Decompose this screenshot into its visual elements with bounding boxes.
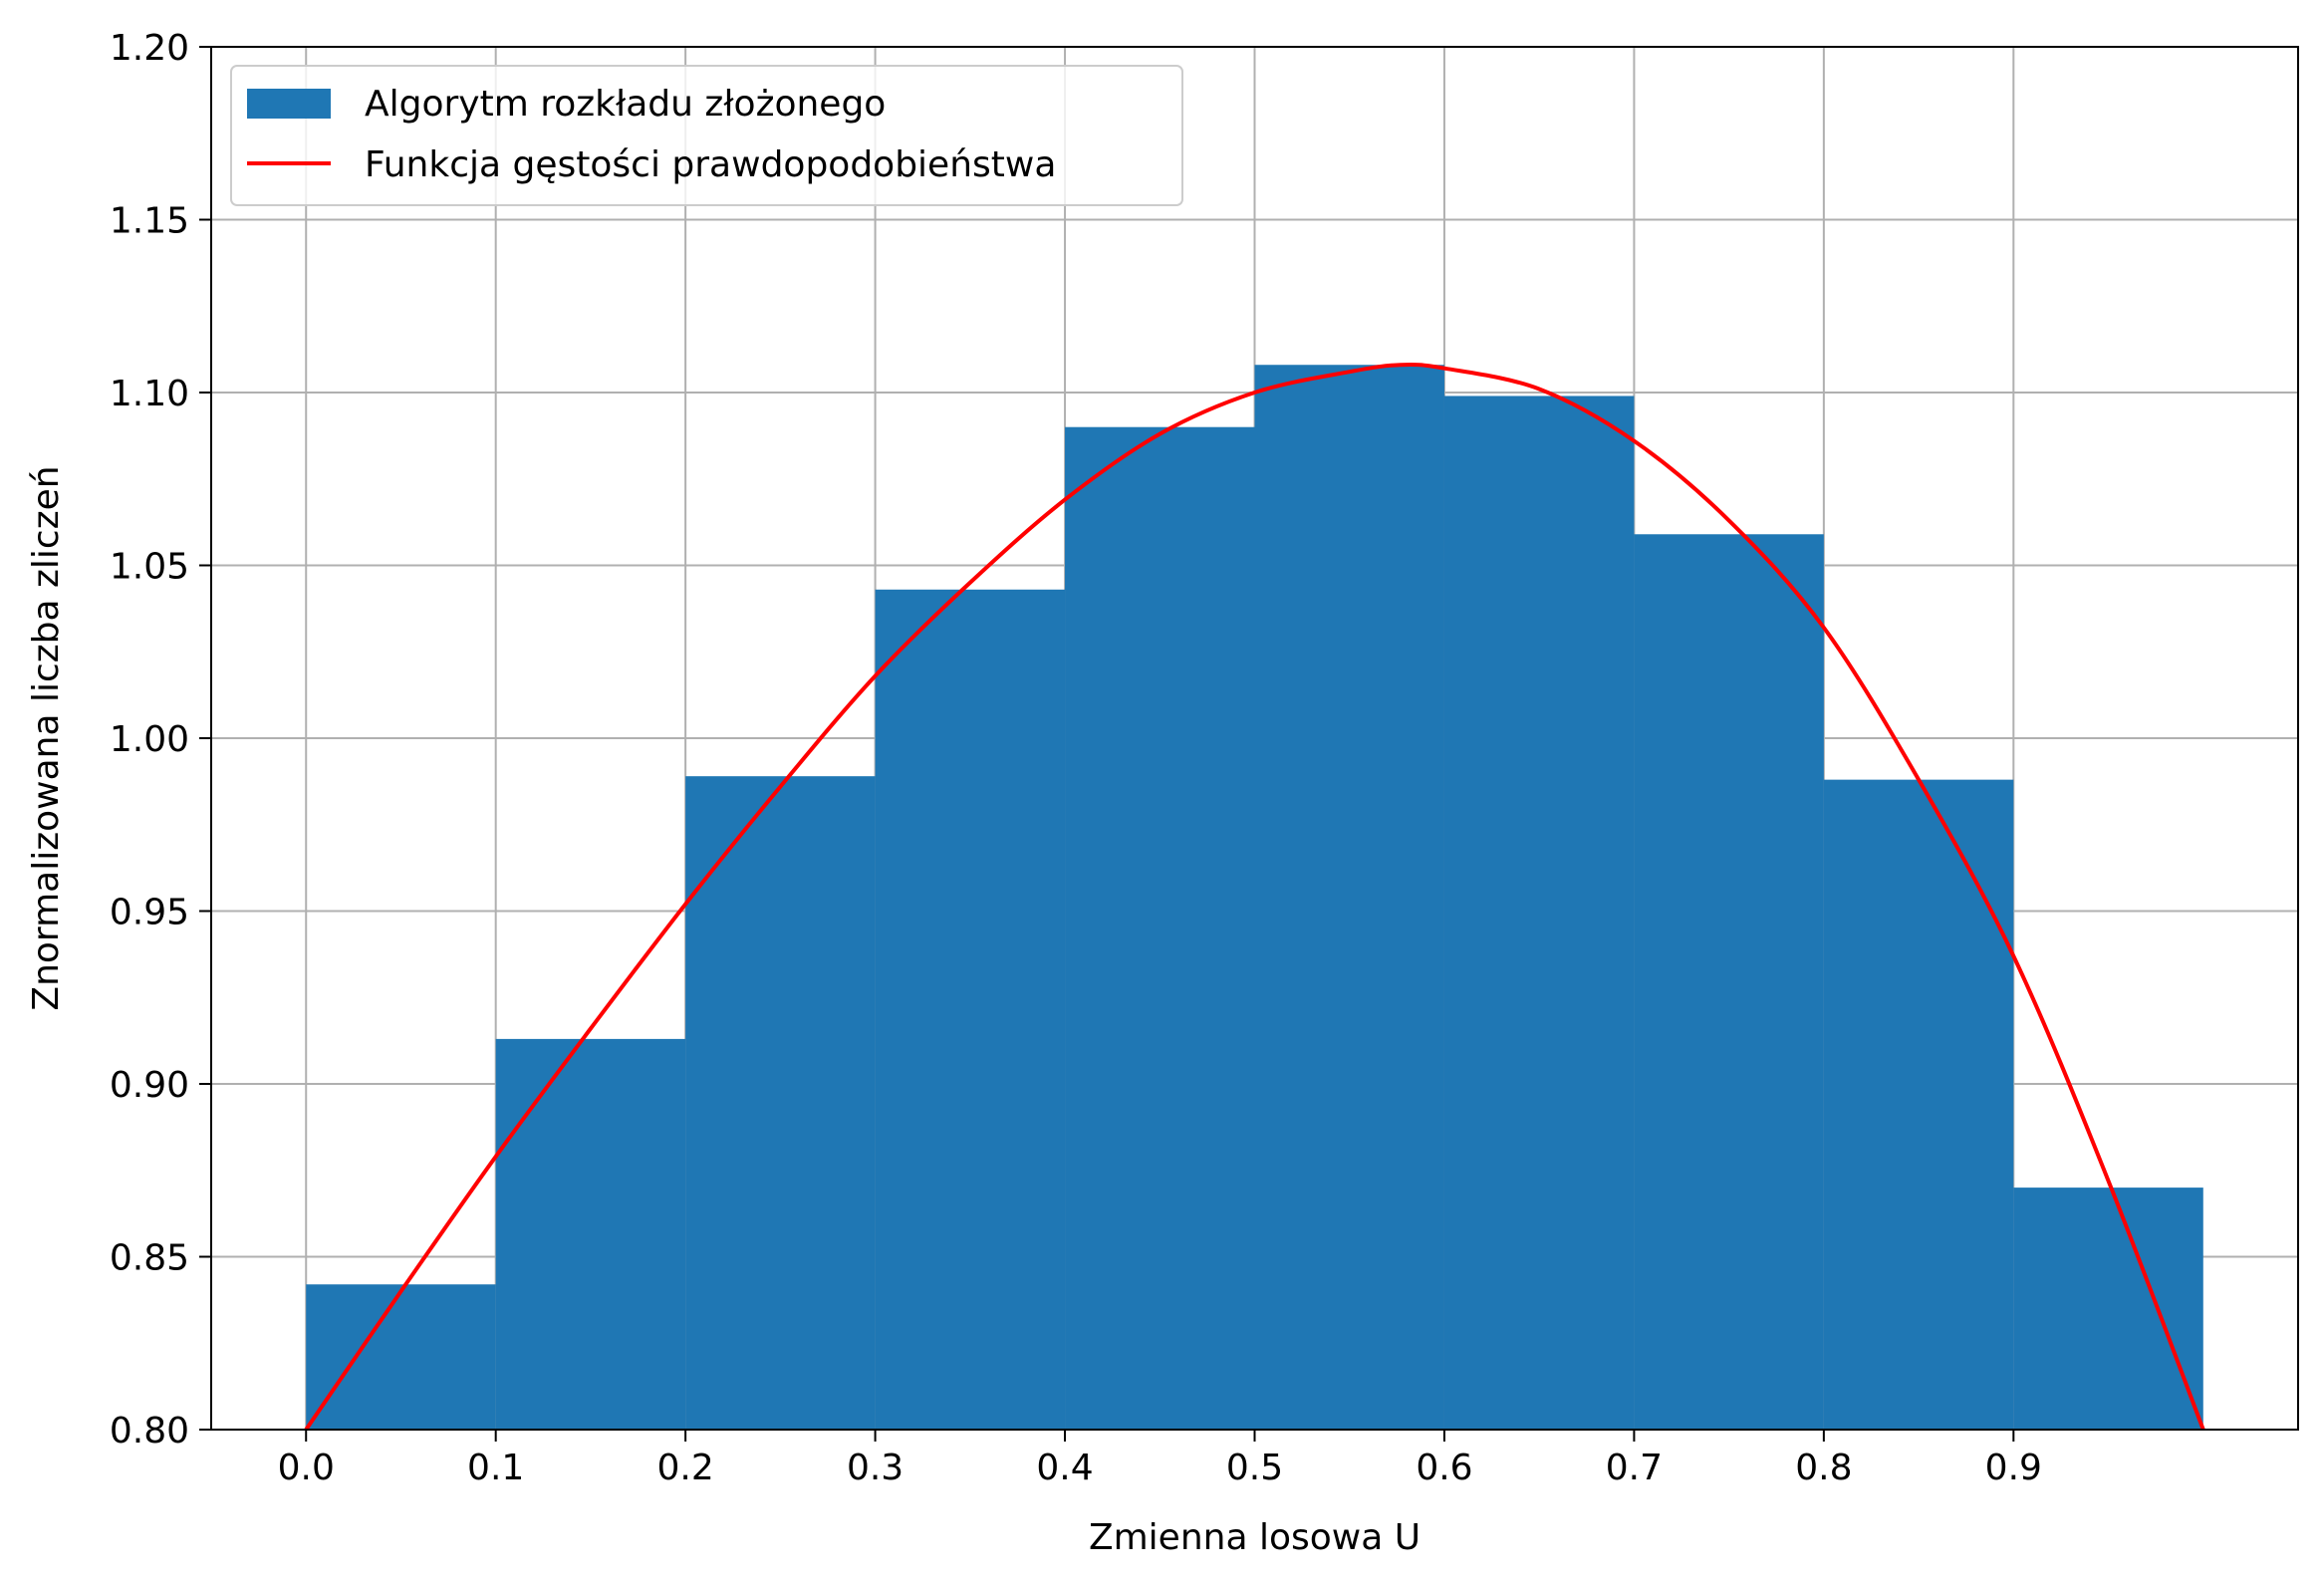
y-axis-label: Znormalizowana liczba zliczeń bbox=[26, 465, 67, 1010]
x-tick-label: 0.4 bbox=[1036, 1448, 1093, 1488]
y-tick-label: 1.05 bbox=[110, 547, 189, 588]
x-tick-label: 0.9 bbox=[1985, 1448, 2042, 1488]
histogram-bar bbox=[685, 776, 876, 1430]
legend-label-pdf: Funkcja gęstości prawdopodobieństwa bbox=[365, 144, 1056, 185]
pdf-curve-layer bbox=[304, 362, 2205, 1432]
x-axis-label: Zmienna losowa U bbox=[1089, 1517, 1420, 1558]
pdf-curve bbox=[304, 362, 2205, 1432]
x-tick-label: 0.6 bbox=[1416, 1448, 1472, 1488]
y-tick-label: 1.00 bbox=[110, 719, 189, 760]
x-tick-label: 0.3 bbox=[847, 1448, 904, 1488]
x-tick-label: 0.0 bbox=[278, 1448, 335, 1488]
y-tick-label: 0.85 bbox=[110, 1238, 189, 1279]
y-tick-label: 1.10 bbox=[110, 374, 189, 414]
y-tick-label: 1.20 bbox=[110, 28, 189, 69]
legend-patch-histogram bbox=[247, 89, 331, 119]
legend-label-histogram: Algorytm rozkładu złożonego bbox=[365, 84, 886, 125]
x-tick-label: 0.1 bbox=[467, 1448, 524, 1488]
y-tick-label: 1.15 bbox=[110, 201, 189, 242]
legend-box bbox=[230, 65, 1183, 206]
histogram-bar bbox=[1254, 365, 1444, 1430]
histogram-bar bbox=[306, 1284, 496, 1430]
histogram-bar bbox=[1443, 396, 1635, 1431]
histogram-bar bbox=[1823, 779, 2014, 1430]
y-tick-label: 0.80 bbox=[110, 1411, 189, 1452]
x-tick-label: 0.7 bbox=[1606, 1448, 1663, 1488]
histogram-bar bbox=[875, 589, 1066, 1430]
histogram-bars bbox=[306, 365, 2203, 1431]
x-tick-label: 0.8 bbox=[1795, 1448, 1852, 1488]
histogram-bar bbox=[495, 1038, 686, 1430]
y-tick-label: 0.90 bbox=[110, 1065, 189, 1106]
x-tick-label: 0.5 bbox=[1226, 1448, 1283, 1488]
y-tick-label: 0.95 bbox=[110, 893, 189, 933]
legend: Algorytm rozkładu złożonego Funkcja gęst… bbox=[230, 65, 1183, 206]
x-axis-ticks: 0.0 0.1 0.2 0.3 0.4 0.5 0.6 0.7 0.8 0.9 bbox=[278, 1430, 2042, 1488]
x-tick-label: 0.2 bbox=[657, 1448, 714, 1488]
y-axis-ticks: 0.80 0.85 0.90 0.95 1.00 1.05 1.10 1.15 1.20 bbox=[110, 28, 211, 1452]
histogram-bar bbox=[1065, 426, 1255, 1430]
histogram-bar bbox=[2013, 1188, 2203, 1430]
histogram-bar bbox=[1634, 534, 1824, 1430]
